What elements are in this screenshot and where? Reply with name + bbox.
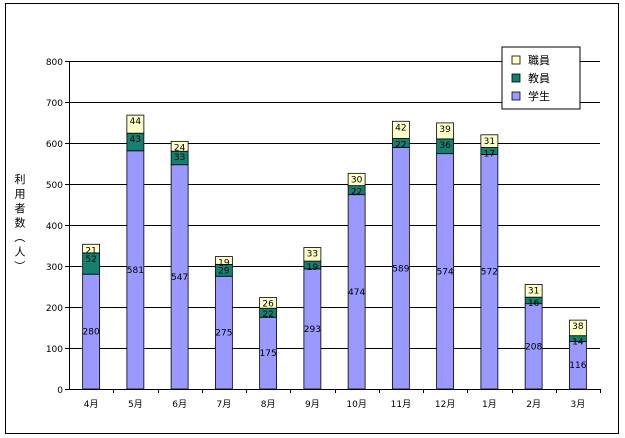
data-label: 22: [395, 140, 406, 150]
data-label: 572: [481, 268, 498, 278]
y-axis-label-char: 人: [15, 246, 26, 259]
y-tick-label: 700: [46, 99, 63, 109]
y-axis-label-char: （: [13, 232, 26, 243]
bar-segment: [568, 319, 587, 337]
data-label: 581: [127, 266, 144, 276]
data-label: 19: [307, 263, 319, 273]
data-label: 33: [174, 153, 185, 163]
y-tick-label: 800: [46, 58, 63, 68]
bar-segment: [126, 114, 145, 134]
y-tick-label: 600: [46, 140, 63, 150]
data-label: 39: [439, 125, 451, 135]
y-axis-label-char: 用: [15, 188, 26, 201]
y-axis-label-char: 数: [15, 217, 26, 230]
y-axis-label-char: ）: [13, 261, 26, 272]
x-tick-label: 10月: [346, 399, 366, 410]
x-tick-label: 1月: [482, 399, 497, 410]
data-label: 44: [130, 117, 142, 127]
data-label: 31: [484, 137, 495, 147]
bar-segment: [391, 120, 410, 139]
data-label: 26: [262, 300, 274, 310]
legend-swatch: [511, 91, 521, 101]
data-label: 42: [395, 123, 406, 133]
data-label: 19: [218, 259, 230, 269]
x-tick-label: 2月: [526, 399, 541, 410]
data-label: 43: [130, 135, 141, 145]
legend-label: 職員: [528, 54, 550, 67]
x-tick-label: 7月: [217, 399, 232, 410]
data-label: 22: [262, 310, 273, 320]
data-label: 574: [437, 267, 454, 277]
data-label: 474: [348, 288, 365, 298]
y-tick-label: 200: [46, 304, 63, 314]
legend-swatch: [511, 55, 521, 65]
y-axis-label-char: 利: [15, 173, 26, 186]
x-tick-label: 6月: [172, 399, 187, 410]
data-label: 14: [572, 338, 584, 348]
data-label: 38: [572, 322, 584, 332]
data-label: 31: [528, 286, 539, 296]
data-label: 547: [171, 273, 188, 283]
y-tick-label: 100: [46, 345, 63, 355]
bar-segment: [170, 140, 189, 152]
data-label: 589: [392, 264, 409, 274]
data-label: 175: [260, 349, 277, 359]
data-label: 17: [484, 150, 495, 160]
data-label: 30: [351, 175, 363, 185]
x-tick-label: 12月: [435, 399, 455, 410]
bar-segment: [82, 243, 101, 254]
bar-segment: [303, 247, 322, 262]
y-tick-label: 300: [46, 263, 63, 273]
bars: [82, 114, 587, 390]
data-label: 24: [174, 143, 186, 153]
x-tick-label: 3月: [571, 399, 586, 410]
bar-segment: [214, 256, 233, 265]
data-label: 21: [85, 246, 96, 256]
bar-segment: [259, 297, 278, 309]
x-tick-label: 4月: [84, 399, 99, 410]
legend-label: 学生: [528, 89, 550, 103]
y-axis-label-char: 者: [15, 202, 26, 215]
bar-segment: [436, 122, 455, 140]
data-label: 208: [525, 342, 542, 352]
legend-swatch: [511, 73, 521, 83]
legend-label: 教員: [528, 72, 550, 85]
data-label: 280: [83, 328, 100, 338]
data-label: 52: [85, 255, 96, 265]
x-tick-label: 9月: [305, 399, 320, 410]
bar-segment: [347, 172, 366, 187]
x-tick-label: 11月: [391, 399, 411, 410]
bar-segment: [480, 134, 499, 148]
data-label: 22: [351, 188, 362, 198]
y-tick-label: 500: [46, 181, 63, 191]
y-tick-label: 400: [46, 222, 63, 232]
data-label: 116: [569, 361, 586, 371]
y-tick-label: 0: [57, 386, 63, 396]
x-tick-label: 8月: [261, 399, 276, 410]
data-label: 16: [528, 299, 540, 309]
data-label: 36: [439, 141, 451, 151]
x-tick-label: 5月: [128, 399, 143, 410]
data-label: 275: [215, 329, 232, 339]
bar-segment: [524, 284, 543, 298]
data-label: 293: [304, 325, 321, 335]
data-label: 29: [218, 266, 230, 276]
data-label: 33: [307, 250, 318, 260]
data-labels: 2805221581434454733242752919175222629319…: [83, 117, 587, 371]
